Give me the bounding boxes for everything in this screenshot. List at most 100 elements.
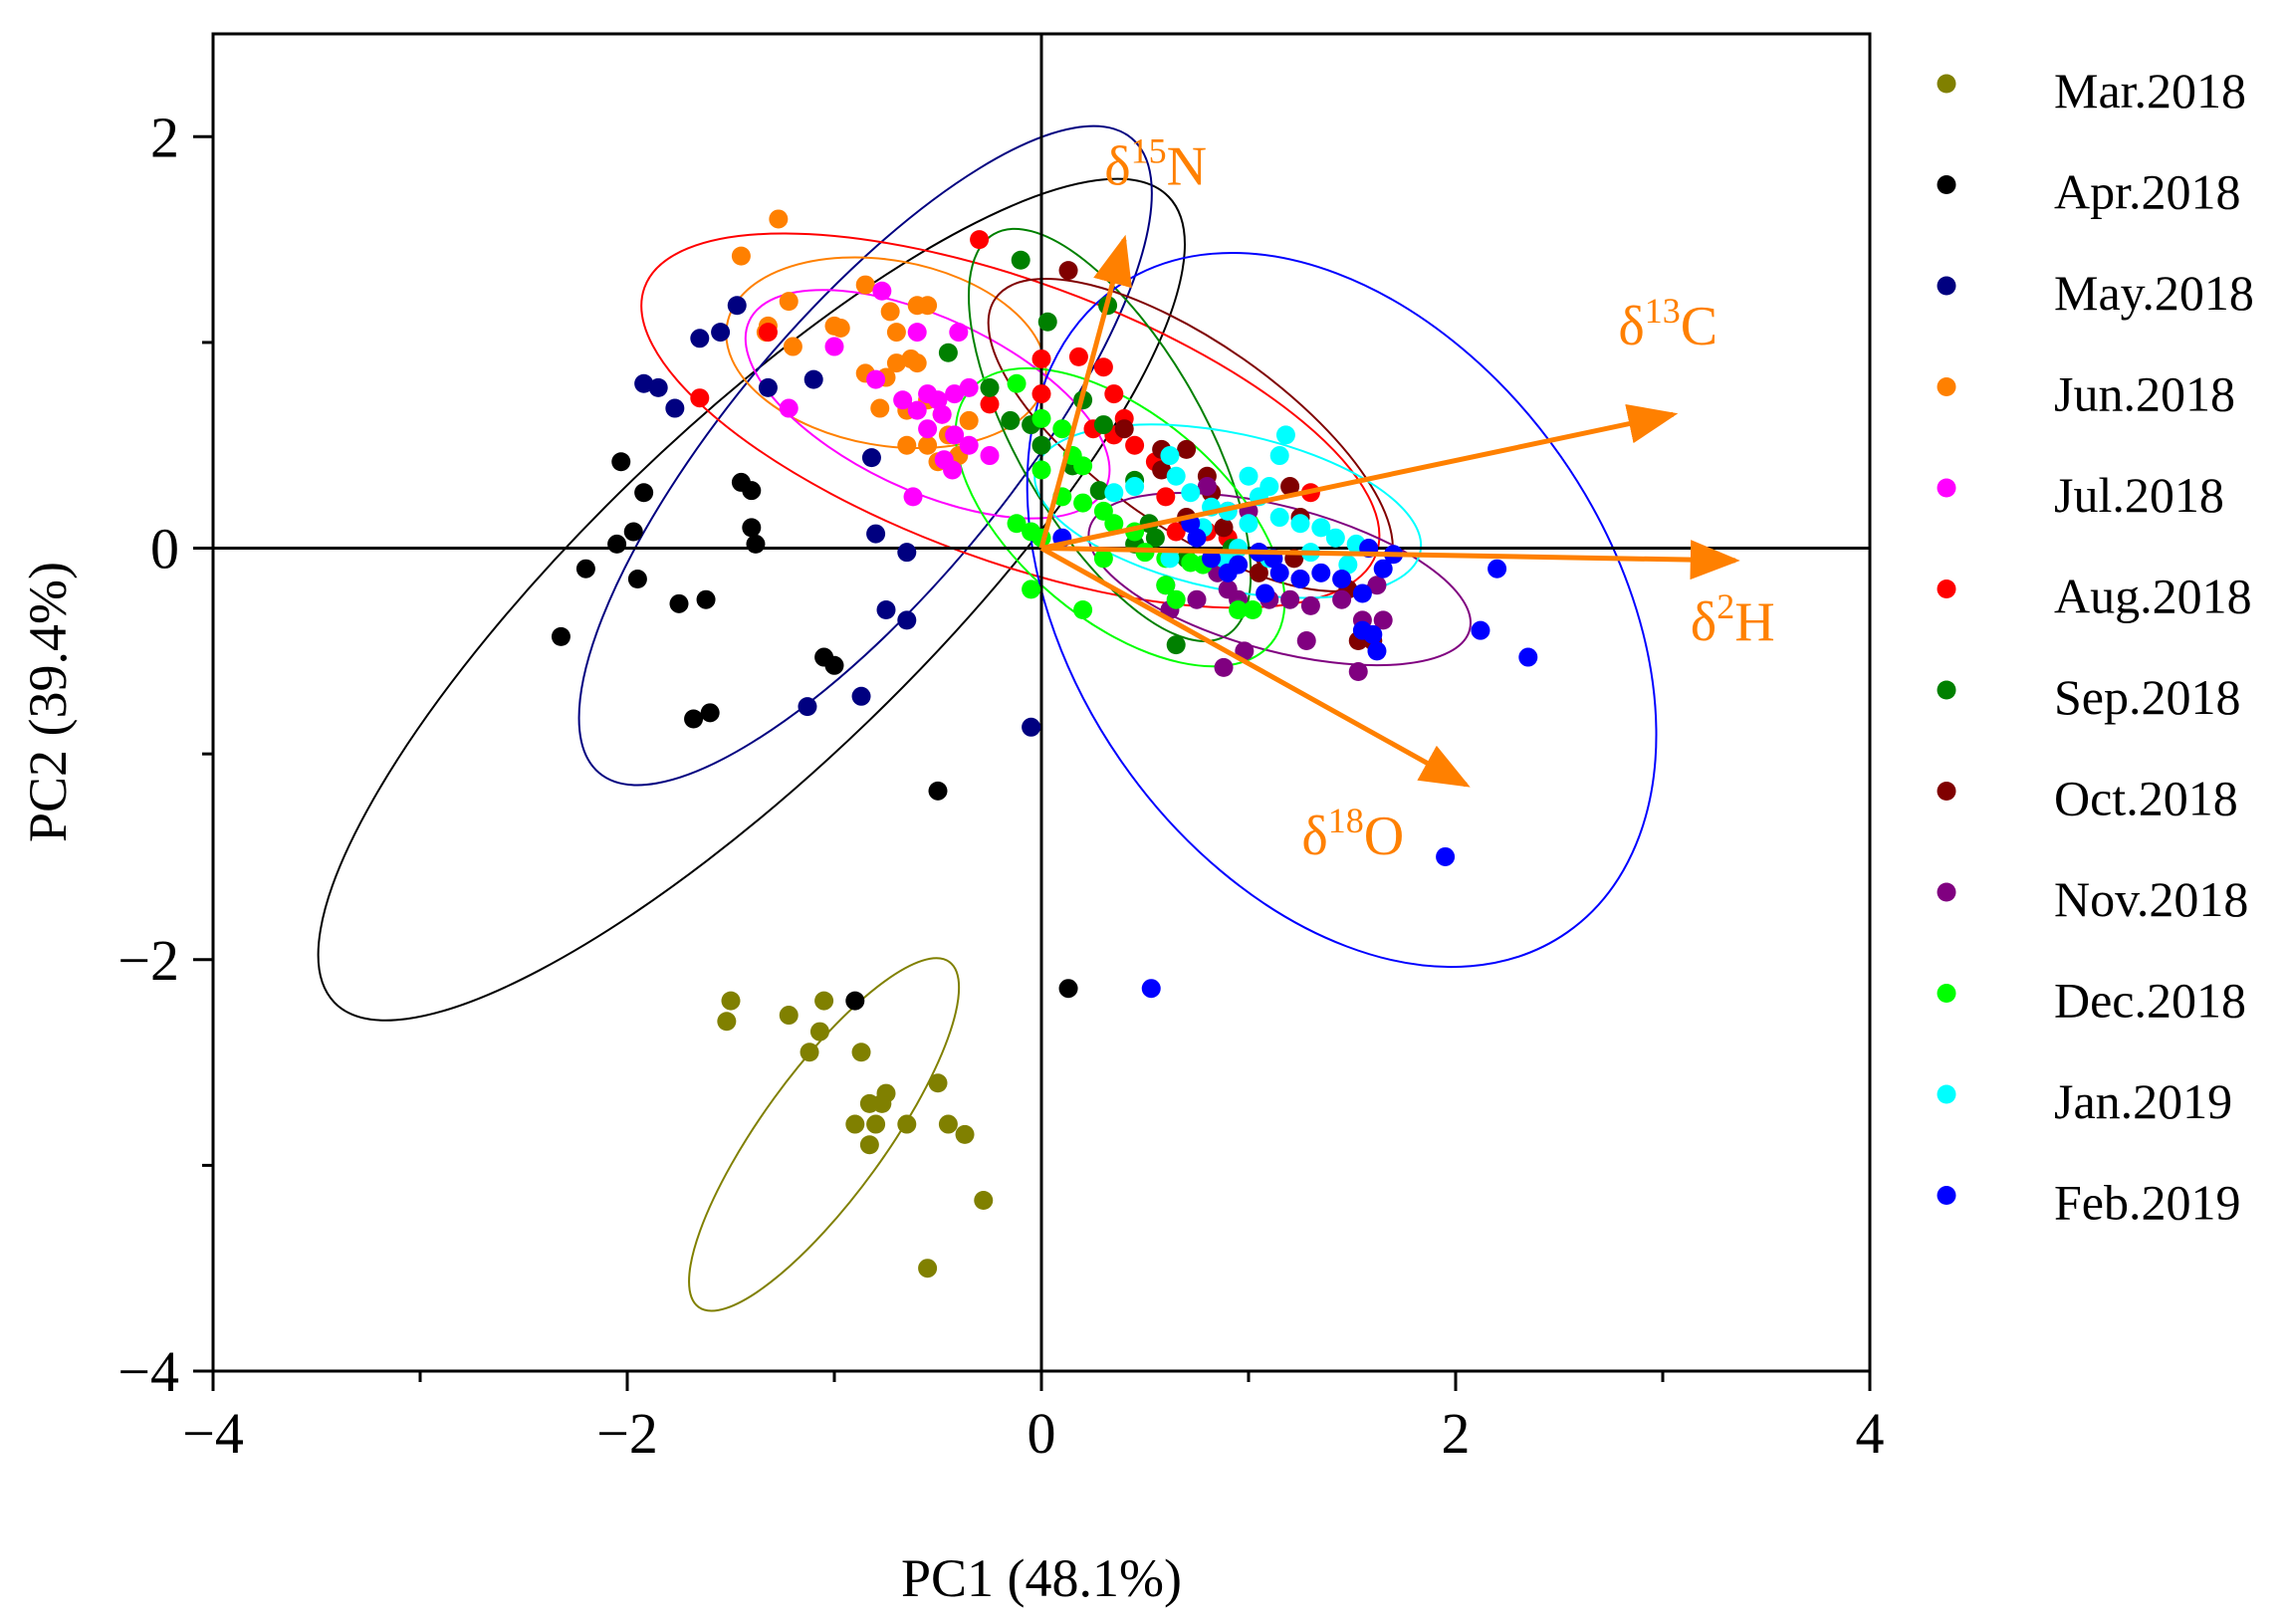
- x-tick-label: −2: [596, 1401, 658, 1466]
- data-point: [1338, 555, 1358, 575]
- data-point: [1348, 662, 1368, 682]
- data-point: [855, 275, 875, 295]
- data-point: [949, 323, 969, 343]
- data-point: [1471, 620, 1490, 640]
- data-point: [1104, 384, 1124, 404]
- data-point: [758, 323, 778, 343]
- data-point: [731, 246, 751, 266]
- data-point: [943, 460, 963, 480]
- data-point: [886, 353, 906, 373]
- loading-label: δ2H: [1691, 586, 1775, 653]
- data-point: [1031, 348, 1051, 368]
- y-tick-label: −4: [117, 1339, 179, 1404]
- data-point: [1114, 419, 1134, 439]
- data-point: [1300, 595, 1320, 615]
- data-point: [1332, 570, 1352, 589]
- confidence-ellipse: [725, 256, 1047, 450]
- data-point: [1373, 559, 1393, 579]
- legend-marker: [1937, 478, 1956, 498]
- data-point: [1280, 477, 1300, 497]
- data-point: [648, 377, 668, 397]
- legend-marker: [1937, 377, 1956, 396]
- data-point: [945, 425, 965, 445]
- data-point: [845, 991, 865, 1011]
- data-point: [1487, 559, 1507, 579]
- data-point: [907, 323, 927, 343]
- data-point: [876, 600, 896, 620]
- data-point: [1104, 514, 1124, 534]
- data-point: [1160, 446, 1180, 466]
- confidence-ellipse: [317, 177, 1186, 1022]
- legend-marker: [1937, 175, 1956, 194]
- data-point: [1093, 549, 1113, 569]
- data-point: [814, 991, 834, 1011]
- data-point: [1156, 487, 1176, 507]
- legend-label: Oct.2018: [2054, 771, 2238, 826]
- data-point: [696, 589, 716, 609]
- confidence-ellipse: [577, 124, 1153, 787]
- data-point: [980, 446, 1000, 466]
- data-point: [1249, 563, 1268, 582]
- data-point: [932, 404, 952, 424]
- legend-label: Jul.2018: [2054, 467, 2224, 523]
- legend-marker: [1937, 1084, 1956, 1104]
- data-point: [627, 570, 647, 589]
- legend-marker: [1937, 782, 1956, 801]
- data-point: [1269, 508, 1289, 528]
- legend-label: Dec.2018: [2054, 973, 2246, 1029]
- legend-label: Sep.2018: [2054, 669, 2241, 725]
- data-point: [1125, 477, 1145, 497]
- data-point: [1166, 522, 1186, 542]
- data-point: [1022, 717, 1041, 737]
- data-point: [1218, 563, 1238, 582]
- data-point: [851, 1043, 871, 1062]
- legend-marker: [1937, 276, 1956, 296]
- data-point: [1073, 456, 1093, 476]
- data-point: [1229, 600, 1249, 620]
- data-point: [897, 1114, 917, 1134]
- data-point: [684, 709, 704, 729]
- legend-label: Mar.2018: [2054, 63, 2246, 118]
- data-point: [1269, 563, 1289, 582]
- data-point: [970, 230, 990, 250]
- data-point: [1160, 549, 1180, 569]
- data-point: [1177, 439, 1197, 459]
- data-point: [727, 296, 747, 316]
- data-point: [809, 1022, 829, 1042]
- data-point: [611, 452, 631, 472]
- data-point: [980, 377, 1000, 397]
- data-point: [551, 626, 571, 646]
- data-point: [918, 435, 938, 455]
- legend: Mar.2018 Apr.2018 May.2018 Jun.2018 Jul.2018…: [1937, 63, 2254, 1231]
- confidence-ellipse: [968, 227, 1253, 642]
- data-point: [938, 1114, 958, 1134]
- data-point: [1125, 435, 1145, 455]
- data-point: [779, 1006, 799, 1026]
- loading-label: δ18O: [1301, 801, 1404, 867]
- data-point: [1197, 477, 1217, 497]
- data-point: [1280, 589, 1300, 609]
- data-point: [700, 703, 720, 723]
- data-point: [824, 337, 844, 356]
- data-point: [779, 292, 799, 312]
- data-point: [1311, 563, 1331, 582]
- data-point: [1367, 641, 1387, 661]
- data-point: [779, 398, 799, 418]
- data-point: [1259, 477, 1279, 497]
- legend-label: Jan.2019: [2054, 1073, 2232, 1129]
- legend-label: Feb.2019: [2054, 1175, 2241, 1231]
- data-point: [711, 323, 731, 343]
- data-point: [746, 534, 766, 554]
- loading-arrow: [1040, 540, 1740, 580]
- data-point: [824, 316, 844, 336]
- legend-label: Aug.2018: [2054, 569, 2252, 624]
- data-point: [717, 1012, 737, 1032]
- data-point: [1367, 576, 1387, 595]
- data-point: [1007, 373, 1027, 393]
- confidence-ellipse: [987, 277, 1394, 592]
- x-tick-label: 2: [1442, 1401, 1471, 1466]
- data-point: [851, 686, 871, 706]
- legend-label: Jun.2018: [2054, 366, 2235, 422]
- data-point: [803, 369, 823, 389]
- data-point: [928, 1073, 948, 1093]
